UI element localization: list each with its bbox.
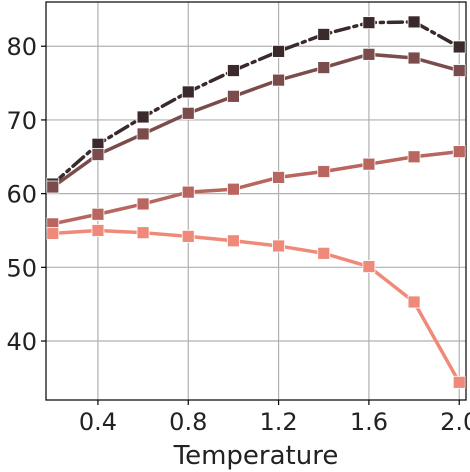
y-tick-labels: 40 50 60 70 80 [6,33,46,356]
y-tick-label: 50 [6,254,37,282]
data-point [91,148,105,161]
data-point [407,295,421,309]
series-2 [46,47,466,194]
data-point [362,47,376,61]
data-point [227,182,240,196]
x-axis-label: Temperature [173,441,339,471]
data-point [407,15,421,29]
data-point [317,28,331,41]
series-line [51,52,461,189]
data-point [136,226,150,240]
y-tick-label: 40 [6,328,37,356]
data-point [362,157,376,171]
grid-lines [46,2,466,400]
x-tick-label: 2.0 [440,408,470,436]
plot-frame [45,1,467,401]
data-point [317,246,331,260]
series-4 [46,224,466,389]
data-point [181,85,195,99]
data-point [317,165,331,178]
data-point [91,207,105,221]
data-point [317,61,331,74]
data-point [227,89,240,103]
data-point [407,51,421,65]
data-point [136,110,150,124]
series-3 [46,145,466,231]
data-point [272,44,285,58]
data-point [181,229,195,243]
series-1 [46,15,466,191]
y-tick-label: 70 [6,107,37,135]
data-point [362,260,376,273]
x-tick-label: 0.8 [169,408,207,436]
data-point [46,180,60,194]
data-point [91,224,105,237]
data-point [227,64,240,77]
x-tick-label: 1.6 [350,408,388,436]
series-line [51,20,461,186]
data-point [136,127,150,141]
y-tick-label: 60 [6,181,37,209]
data-point [272,73,285,87]
data-point [452,375,466,389]
series-line [51,149,461,226]
series-line [51,228,461,385]
y-tick-label: 80 [6,33,37,61]
data-point [181,106,195,120]
x-tick-label: 0.4 [79,408,117,436]
data-point [407,150,421,164]
data-point [136,197,150,211]
x-tick-labels: 0.4 0.8 1.2 1.6 2.0 [79,400,470,436]
x-tick-label: 1.2 [259,408,297,436]
data-point [362,16,376,30]
data-point [452,40,466,54]
series-layer [46,15,466,389]
data-point [452,64,466,77]
data-point [46,227,60,240]
data-point [272,239,285,253]
data-point [452,145,466,159]
data-point [272,171,285,184]
data-point [227,234,240,248]
data-point [181,185,195,199]
